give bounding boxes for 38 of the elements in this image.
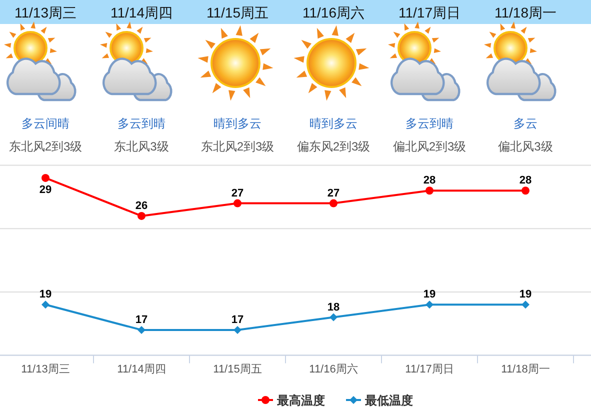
data-label: 28 — [423, 174, 436, 187]
data-label: 17 — [135, 314, 148, 326]
annotation: 晴到多云 — [214, 116, 262, 130]
x-tick-label: 11/17周日 — [405, 363, 454, 376]
annotation: 偏北风3级 — [498, 140, 553, 154]
annotation: 多云间晴 — [22, 116, 70, 130]
data-label: 19 — [519, 288, 532, 301]
column-header: 11/18周一 — [494, 4, 556, 20]
data-label: 18 — [327, 301, 340, 314]
column-header: 11/16周六 — [302, 4, 364, 20]
data-label: 17 — [231, 314, 244, 326]
data-label: 19 — [423, 288, 436, 301]
column-header: 11/17周日 — [398, 4, 460, 20]
x-tick-label: 11/13周三 — [21, 363, 70, 376]
data-label: 27 — [327, 187, 340, 200]
annotation: 多云到晴 — [118, 116, 166, 130]
x-tick-label: 11/14周四 — [117, 363, 166, 376]
data-label: 26 — [135, 200, 148, 212]
annotation: 晴到多云 — [310, 116, 358, 130]
data-label: 29 — [39, 184, 52, 196]
column-header: 11/14周四 — [110, 4, 172, 20]
annotation: 偏东风2到3级 — [296, 140, 370, 154]
data-label: 27 — [231, 187, 244, 200]
annotation: 偏北风2到3级 — [392, 140, 466, 154]
data-label: 28 — [519, 174, 532, 187]
annotation: 东北风2到3级 — [8, 140, 82, 154]
data-label: 19 — [39, 288, 52, 301]
x-tick-label: 11/15周五 — [213, 363, 262, 376]
legend-label: 最低温度 — [365, 394, 413, 408]
annotation: 多云到晴 — [406, 116, 454, 130]
legend-label: 最高温度 — [277, 394, 325, 408]
column-header: 11/13周三 — [14, 4, 76, 20]
annotation: 东北风3级 — [114, 140, 169, 154]
annotation: 东北风2到3级 — [200, 140, 274, 154]
x-tick-label: 11/16周六 — [309, 363, 358, 376]
annotation: 多云 — [514, 116, 538, 130]
x-tick-label: 11/18周一 — [501, 363, 550, 376]
column-header: 11/15周五 — [206, 4, 268, 20]
